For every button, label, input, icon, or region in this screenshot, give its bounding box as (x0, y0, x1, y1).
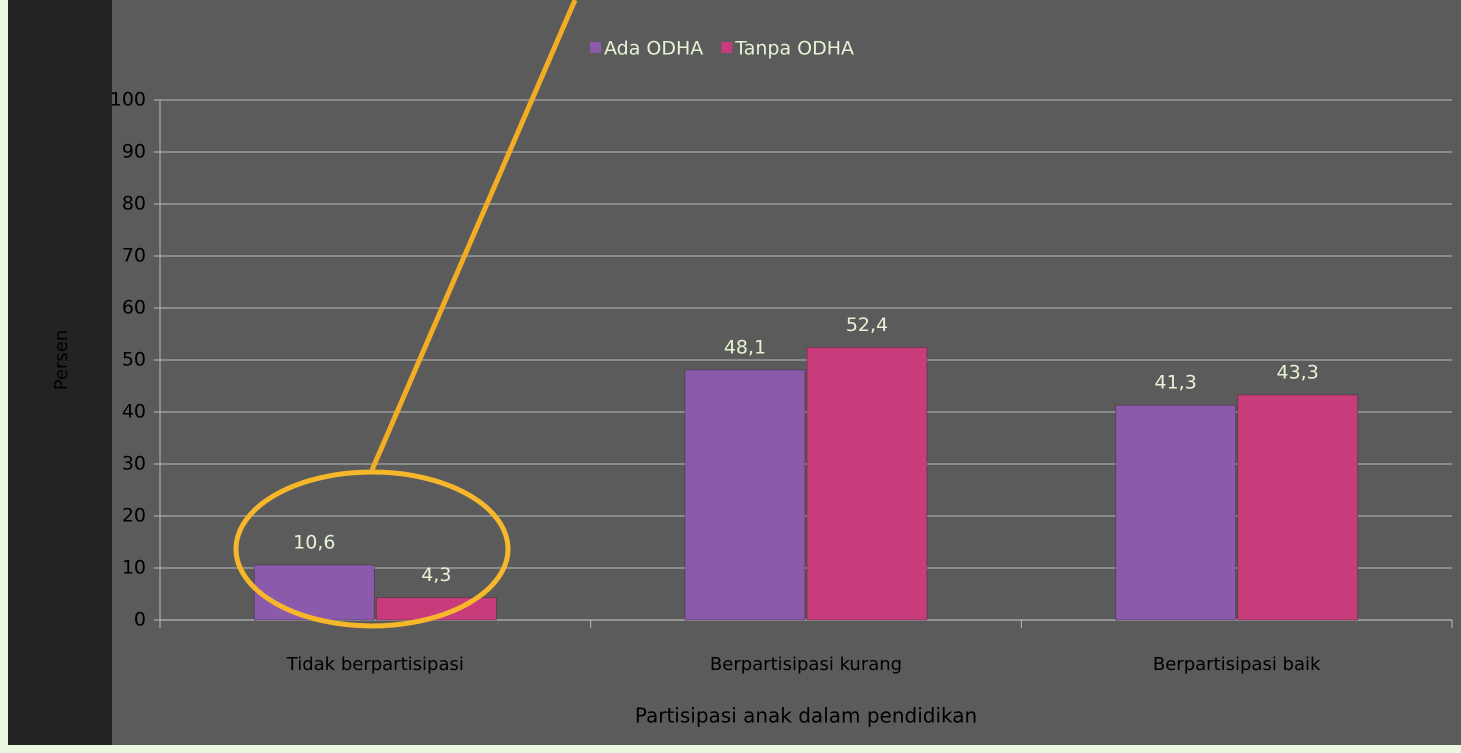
value-label: 41,3 (1155, 372, 1197, 394)
x-axis-title: Partisipasi anak dalam pendidikan (635, 704, 977, 728)
bar (684, 369, 806, 621)
y-tick-label: 90 (122, 141, 146, 163)
value-label: 52,4 (846, 314, 888, 336)
y-tick-label: 100 (110, 89, 146, 111)
y-tick-label: 70 (122, 245, 146, 267)
legend-label: Tanpa ODHA (734, 38, 854, 60)
y-tick-label: 30 (122, 453, 146, 475)
x-tick-label: Berpartisipasi baik (1153, 654, 1321, 675)
y-tick-label: 20 (122, 505, 146, 527)
y-tick-label: 10 (122, 557, 146, 579)
bar (253, 564, 375, 621)
legend-swatch (721, 42, 733, 53)
value-label: 43,3 (1277, 361, 1319, 383)
legend-swatch (590, 42, 601, 53)
y-tick-label: 0 (134, 609, 146, 631)
side-strip (8, 0, 112, 745)
value-label: 4,3 (421, 564, 451, 586)
x-tick-label: Tidak berpartisipasi (286, 654, 464, 675)
annotation-line (369, 0, 578, 471)
value-label: 10,6 (293, 531, 335, 553)
annotation (233, 0, 578, 629)
value-label: 48,1 (724, 336, 766, 358)
y-tick-label: 80 (122, 193, 146, 215)
bar (1237, 394, 1359, 621)
plot: 0 10 20 30 40 50 60 70 80 90 100 Tidak berpartisipa… (110, 38, 1453, 675)
y-tick-label: 60 (122, 297, 146, 319)
y-axis-title: Persen (51, 330, 72, 391)
legend-label: Ada ODHA (604, 38, 703, 60)
x-tick-label: Berpartisipasi kurang (710, 654, 902, 675)
bar (1115, 404, 1237, 621)
y-tick-label: 40 (122, 401, 146, 423)
bar (806, 347, 928, 621)
annotation-ellipse (233, 469, 511, 629)
y-tick-label: 50 (122, 349, 146, 371)
